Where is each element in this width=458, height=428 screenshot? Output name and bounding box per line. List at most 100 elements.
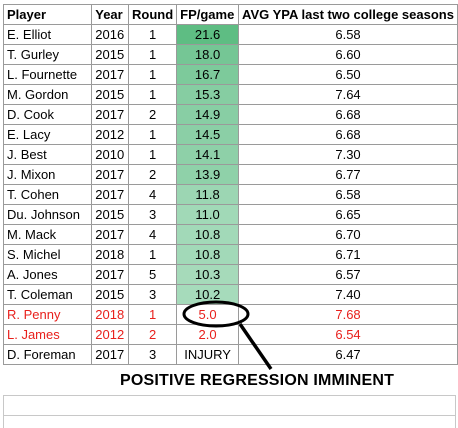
cell-fp-per-game[interactable]: 2.0	[176, 324, 240, 345]
cell-fp-per-game[interactable]: 5.0	[176, 304, 240, 325]
cell-round[interactable]: 3	[127, 284, 178, 305]
cell-year[interactable]: 2018	[91, 244, 129, 265]
cell-player[interactable]: T. Gurley	[2, 44, 93, 65]
cell-year[interactable]: 2017	[91, 224, 129, 245]
cell-year[interactable]: 2017	[91, 184, 129, 205]
cell-avg-ypa[interactable]: 7.64	[238, 84, 458, 105]
cell-player[interactable]: S. Michel	[2, 244, 93, 265]
cell-fp-per-game[interactable]: 18.0	[176, 44, 240, 65]
cell-avg-ypa[interactable]: 6.57	[238, 264, 458, 285]
cell-round[interactable]: 2	[127, 104, 178, 125]
cell-round[interactable]: 4	[127, 184, 178, 205]
cell-avg-ypa[interactable]: 7.40	[238, 284, 458, 305]
cell-player[interactable]: T. Cohen	[2, 184, 93, 205]
table-row: E. Lacy 2012 1 14.5 6.68	[2, 124, 458, 145]
cell-year[interactable]: 2017	[91, 344, 129, 365]
cell-year[interactable]: 2016	[91, 24, 129, 45]
cell-year[interactable]: 2015	[91, 204, 129, 225]
cell-year[interactable]: 2015	[91, 84, 129, 105]
cell-avg-ypa[interactable]: 7.68	[238, 304, 458, 325]
cell-avg-ypa[interactable]: 6.71	[238, 244, 458, 265]
cell-round[interactable]: 1	[127, 84, 178, 105]
cell-avg-ypa[interactable]: 6.47	[238, 344, 458, 365]
cell-avg-ypa[interactable]: 6.65	[238, 204, 458, 225]
cell-player[interactable]: D. Foreman	[2, 344, 93, 365]
cell-player[interactable]: E. Lacy	[2, 124, 93, 145]
cell-fp-per-game[interactable]: 21.6	[176, 24, 240, 45]
cell-player[interactable]: L. Fournette	[2, 64, 93, 85]
table-row: J. Best 2010 1 14.1 7.30	[2, 144, 458, 165]
cell-fp-per-game[interactable]: 10.2	[176, 284, 240, 305]
cell-year[interactable]: 2018	[91, 304, 129, 325]
table-row: A. Jones 2017 5 10.3 6.57	[2, 264, 458, 285]
table-row: T. Coleman 2015 3 10.2 7.40	[2, 284, 458, 305]
header-avg-ypa[interactable]: AVG YPA last two college seasons	[238, 4, 458, 25]
cell-player[interactable]: J. Mixon	[2, 164, 93, 185]
cell-avg-ypa[interactable]: 6.68	[238, 124, 458, 145]
cell-player[interactable]: Du. Johnson	[2, 204, 93, 225]
cell-avg-ypa[interactable]: 6.60	[238, 44, 458, 65]
cell-player[interactable]: A. Jones	[2, 264, 93, 285]
cell-year[interactable]: 2012	[91, 124, 129, 145]
table-row: R. Penny 2018 1 5.0 7.68	[2, 304, 458, 325]
cell-year[interactable]: 2015	[91, 284, 129, 305]
cell-avg-ypa[interactable]: 6.68	[238, 104, 458, 125]
header-fp-per-game[interactable]: FP/game	[176, 4, 240, 25]
cell-player[interactable]: M. Gordon	[2, 84, 93, 105]
cell-player[interactable]: D. Cook	[2, 104, 93, 125]
cell-player[interactable]: J. Best	[2, 144, 93, 165]
cell-player[interactable]: L. James	[2, 324, 93, 345]
cell-round[interactable]: 1	[127, 44, 178, 65]
cell-fp-per-game[interactable]: 10.8	[176, 244, 240, 265]
rb-stats-table: Player Year Round FP/game AVG YPA last t…	[2, 4, 458, 365]
cell-year[interactable]: 2017	[91, 104, 129, 125]
cell-round[interactable]: 2	[127, 324, 178, 345]
cell-round[interactable]: 1	[127, 124, 178, 145]
cell-fp-per-game[interactable]: 10.3	[176, 264, 240, 285]
table-row: D. Cook 2017 2 14.9 6.68	[2, 104, 458, 125]
cell-fp-per-game[interactable]: 13.9	[176, 164, 240, 185]
cell-round[interactable]: 1	[127, 244, 178, 265]
header-player[interactable]: Player	[2, 4, 93, 25]
cell-avg-ypa[interactable]: 7.30	[238, 144, 458, 165]
cell-player[interactable]: R. Penny	[2, 304, 93, 325]
header-year[interactable]: Year	[91, 4, 129, 25]
cell-year[interactable]: 2012	[91, 324, 129, 345]
cell-year[interactable]: 2017	[91, 164, 129, 185]
cell-round[interactable]: 5	[127, 264, 178, 285]
cell-round[interactable]: 3	[127, 204, 178, 225]
cell-player[interactable]: E. Elliot	[2, 24, 93, 45]
cell-fp-per-game[interactable]: 10.8	[176, 224, 240, 245]
cell-fp-per-game[interactable]: 11.0	[176, 204, 240, 225]
cell-round[interactable]: 4	[127, 224, 178, 245]
cell-avg-ypa[interactable]: 6.58	[238, 184, 458, 205]
table-row: L. James 2012 2 2.0 6.54	[2, 324, 458, 345]
grid-line	[3, 395, 4, 428]
cell-avg-ypa[interactable]: 6.54	[238, 324, 458, 345]
cell-year[interactable]: 2010	[91, 144, 129, 165]
cell-round[interactable]: 1	[127, 304, 178, 325]
cell-fp-per-game[interactable]: 16.7	[176, 64, 240, 85]
cell-avg-ypa[interactable]: 6.58	[238, 24, 458, 45]
cell-avg-ypa[interactable]: 6.70	[238, 224, 458, 245]
cell-avg-ypa[interactable]: 6.50	[238, 64, 458, 85]
cell-fp-per-game[interactable]: 11.8	[176, 184, 240, 205]
cell-fp-per-game[interactable]: 14.1	[176, 144, 240, 165]
cell-year[interactable]: 2015	[91, 44, 129, 65]
table-row: S. Michel 2018 1 10.8 6.71	[2, 244, 458, 265]
cell-fp-per-game[interactable]: 15.3	[176, 84, 240, 105]
header-round[interactable]: Round	[127, 4, 178, 25]
cell-round[interactable]: 2	[127, 164, 178, 185]
cell-player[interactable]: T. Coleman	[2, 284, 93, 305]
cell-round[interactable]: 1	[127, 24, 178, 45]
cell-fp-per-game[interactable]: 14.5	[176, 124, 240, 145]
cell-year[interactable]: 2017	[91, 64, 129, 85]
cell-avg-ypa[interactable]: 6.77	[238, 164, 458, 185]
cell-player[interactable]: M. Mack	[2, 224, 93, 245]
cell-fp-per-game[interactable]: INJURY	[176, 344, 240, 365]
cell-round[interactable]: 3	[127, 344, 178, 365]
cell-fp-per-game[interactable]: 14.9	[176, 104, 240, 125]
cell-round[interactable]: 1	[127, 64, 178, 85]
cell-year[interactable]: 2017	[91, 264, 129, 285]
cell-round[interactable]: 1	[127, 144, 178, 165]
